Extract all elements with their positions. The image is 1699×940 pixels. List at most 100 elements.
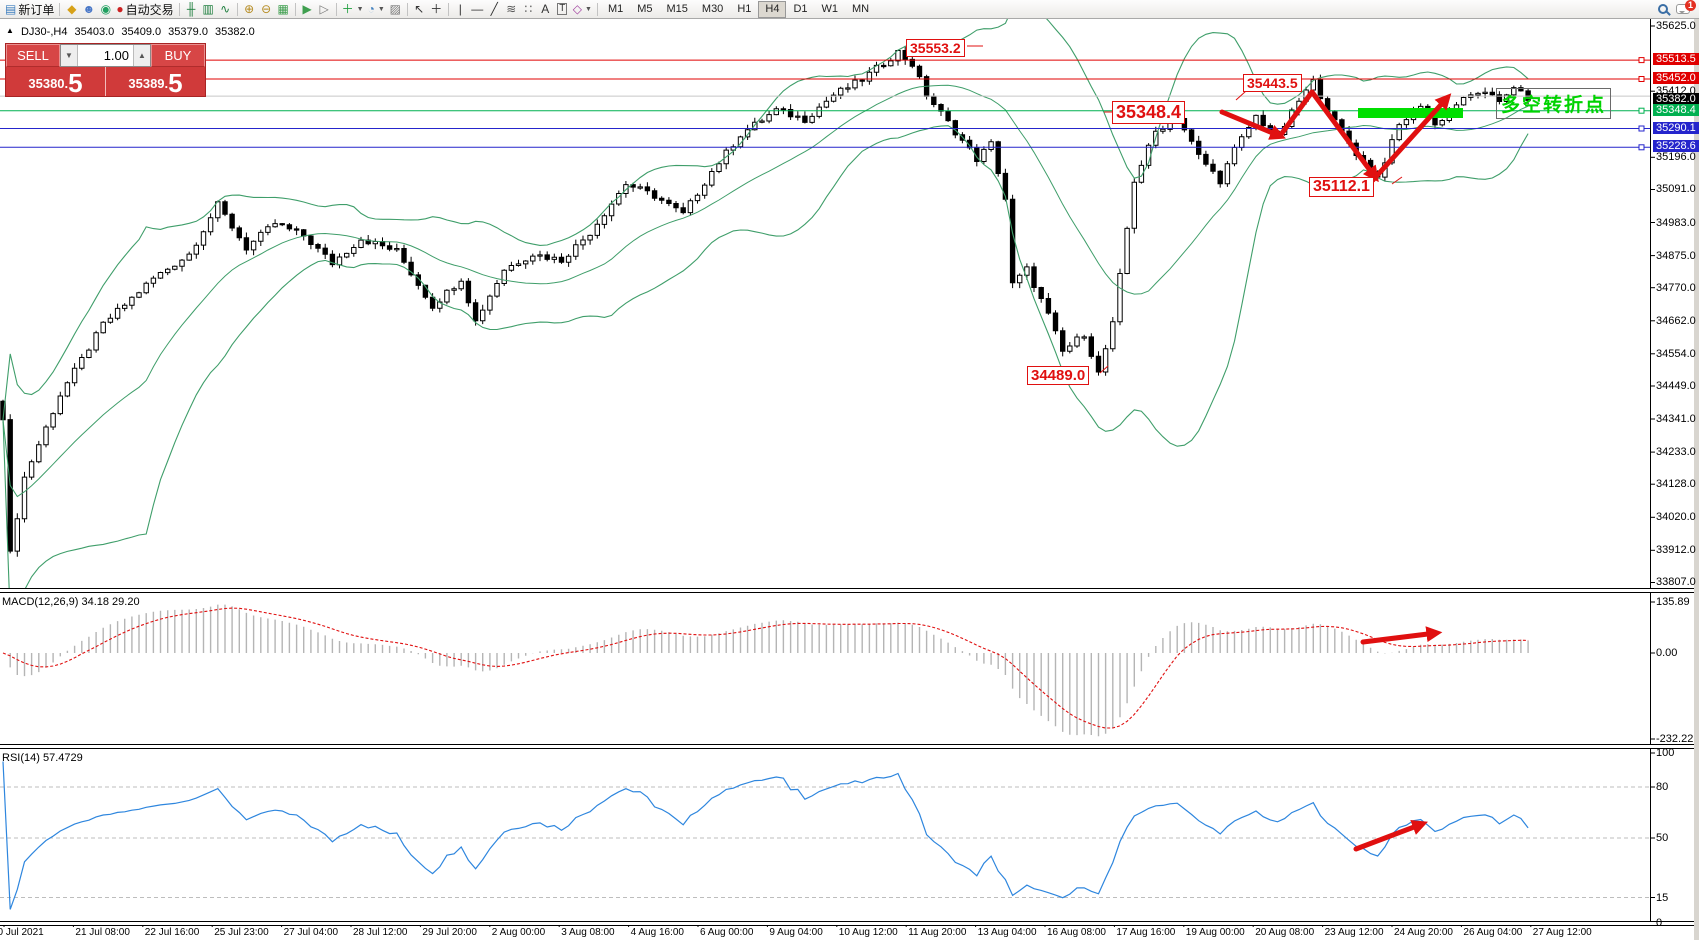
volume-decrease-button[interactable]: ▼ xyxy=(61,45,78,66)
green-highlight-bar[interactable] xyxy=(1358,108,1463,118)
toolbar-separator xyxy=(294,2,296,16)
timeframe-m5-button[interactable]: M5 xyxy=(637,2,653,15)
line-chart-icon[interactable]: ∿ xyxy=(217,1,234,18)
time-axis[interactable]: 20 Jul 2021 21 Jul 08:00 22 Jul 16:00 25 Ju… xyxy=(0,927,1699,940)
timeframe-h4-button[interactable]: H4 xyxy=(758,0,787,18)
zoom-out-icon[interactable]: ⊖ xyxy=(258,1,275,18)
turning-point-label[interactable]: 多空转折点 xyxy=(1496,88,1612,119)
trendline-icon: ╱ xyxy=(490,2,498,16)
volume-input[interactable] xyxy=(78,45,133,66)
trendline-icon[interactable]: ╱ xyxy=(486,1,503,18)
time-label: 4 Aug 16:00 xyxy=(630,927,684,938)
chat-icon[interactable]: 1 xyxy=(1676,0,1696,14)
zoom-in-icon: ⊕ xyxy=(244,2,255,16)
time-label: 24 Aug 20:00 xyxy=(1394,927,1453,938)
line-chart-icon: ∿ xyxy=(220,2,231,16)
data-window-icon[interactable]: ☻ xyxy=(80,1,97,18)
templates-icon[interactable]: ▨ xyxy=(387,1,404,18)
text-icon[interactable]: A xyxy=(537,1,554,18)
time-label: 21 Jul 08:00 xyxy=(75,927,130,938)
symbol-marker-icon: ▲ xyxy=(6,26,14,35)
price-tick-34770.0: 34770.0 xyxy=(1656,281,1696,294)
timeframe-h1-button[interactable]: H1 xyxy=(737,2,752,15)
price-annotation-35348.4[interactable]: 35348.4 xyxy=(1112,101,1186,124)
price-tick-34449.0: 34449.0 xyxy=(1656,379,1696,392)
time-label: 13 Aug 04:00 xyxy=(977,927,1037,938)
new-order-button[interactable]: ▤ 新订单 xyxy=(3,1,56,18)
price-tick-34554.0: 34554.0 xyxy=(1656,347,1696,360)
arrows-icon-dropdown-icon: ▼ xyxy=(585,5,592,13)
time-label: 25 Jul 23:00 xyxy=(214,927,269,938)
arrows-icon[interactable]: ◇ ▼ xyxy=(571,1,594,18)
buy-price[interactable]: 35389. 5 xyxy=(128,68,183,98)
market-watch-icon[interactable]: ◆ xyxy=(63,1,80,18)
hline-icon[interactable]: — xyxy=(469,1,486,18)
periods-menu-button[interactable]: ◔ ▼ xyxy=(366,1,387,18)
volume-stepper: ▼ ▲ xyxy=(60,44,151,67)
fibonacci-icon[interactable]: ∷ xyxy=(520,1,537,18)
trend-arrows[interactable] xyxy=(1219,89,1452,852)
price-badge-35290.1[interactable]: 35290.1 xyxy=(1653,121,1699,134)
timeframe-d1-button[interactable]: D1 xyxy=(793,2,808,15)
timeframe-m1-button[interactable]: M1 xyxy=(607,2,624,15)
toolbar-separator xyxy=(406,2,408,16)
ohlc-open: 35403.0 xyxy=(74,26,115,38)
chart-shift-icon[interactable]: ▷ xyxy=(316,1,333,18)
price-badge-35228.6[interactable]: 35228.6 xyxy=(1653,140,1699,153)
chart-shift-icon: ▷ xyxy=(319,2,329,16)
new-order-button-label: 新订单 xyxy=(18,2,55,17)
main-macd-separator[interactable] xyxy=(0,588,1699,593)
indicators-menu-button-dropdown-icon: ▼ xyxy=(356,5,364,13)
price-badge-35452.0[interactable]: 35452.0 xyxy=(1653,71,1699,84)
time-label: 17 Aug 16:00 xyxy=(1116,927,1176,938)
auto-scroll-icon: ▶ xyxy=(302,2,312,16)
horizontal-level-lines[interactable] xyxy=(0,57,1650,151)
macd-tick-135.89: 135.89 xyxy=(1656,596,1690,608)
crosshair-icon[interactable]: ＋ xyxy=(428,1,445,18)
macd-signal-line xyxy=(2,607,1529,729)
candles-chart-icon[interactable]: ▥ xyxy=(200,1,217,18)
price-annotation-35553.2[interactable]: 35553.2 xyxy=(906,39,965,58)
price-annotation-35112.1[interactable]: 35112.1 xyxy=(1309,177,1374,198)
time-label: 20 Jul 2021 xyxy=(0,927,44,938)
cursor-icon[interactable]: ↖ xyxy=(411,1,428,18)
price-axis-ticks xyxy=(3,25,1655,927)
price-annotation-35443.5[interactable]: 35443.5 xyxy=(1243,74,1302,93)
vline-icon[interactable]: | xyxy=(452,1,469,18)
equidistant-channel-icon: ≋ xyxy=(506,2,517,16)
tile-windows-icon[interactable]: ▦ xyxy=(275,1,292,18)
timeframe-mn-button[interactable]: MN xyxy=(852,2,870,15)
price-annotation-34489.0[interactable]: 34489.0 xyxy=(1027,366,1090,386)
signals-icon[interactable]: ◉ xyxy=(97,1,114,18)
volume-increase-button[interactable]: ▲ xyxy=(133,45,150,66)
indicators-menu-button[interactable]: ＋ ▼ xyxy=(340,1,366,18)
price-badge-35348.4[interactable]: 35348.4 xyxy=(1653,103,1699,116)
equidistant-channel-icon[interactable]: ≋ xyxy=(503,1,520,18)
autotrading-button[interactable]: ● 自动交易 xyxy=(114,1,175,18)
price-badge-35382.0[interactable]: 35382.0 xyxy=(1653,93,1699,106)
sell-button[interactable]: SELL xyxy=(6,44,60,67)
text-label-icon[interactable]: T xyxy=(554,1,571,18)
ohlc-high: 35409.0 xyxy=(121,26,162,38)
autotrading-button-label: 自动交易 xyxy=(125,2,174,17)
time-label: 27 Jul 04:00 xyxy=(283,927,339,938)
search-icon[interactable] xyxy=(1658,4,1668,14)
text-icon: A xyxy=(541,2,550,16)
macd-rsi-separator[interactable] xyxy=(0,744,1699,749)
bars-chart-icon[interactable]: ╫ xyxy=(183,1,200,18)
buy-button[interactable]: BUY xyxy=(151,44,205,67)
price-tick-33912.0: 33912.0 xyxy=(1656,544,1696,557)
timeframe-m30-button[interactable]: M30 xyxy=(701,2,724,15)
price-tick-34875.0: 34875.0 xyxy=(1656,249,1696,262)
price-axis-border xyxy=(1650,19,1651,924)
time-label: 23 Aug 12:00 xyxy=(1324,927,1384,938)
zoom-in-icon[interactable]: ⊕ xyxy=(241,1,258,18)
timeframe-m15-button[interactable]: M15 xyxy=(666,2,688,15)
timeframe-toolbar: M1 M5 M15 M30 H1 H4 D1 W1 MN xyxy=(601,0,876,18)
macd-tick--232.22: -232.22 xyxy=(1656,732,1694,745)
auto-scroll-icon[interactable]: ▶ xyxy=(299,1,316,18)
sell-price[interactable]: 35380. 5 xyxy=(6,67,106,96)
timeframe-w1-button[interactable]: W1 xyxy=(821,2,839,15)
price-badge-35513.5[interactable]: 35513.5 xyxy=(1653,53,1699,66)
